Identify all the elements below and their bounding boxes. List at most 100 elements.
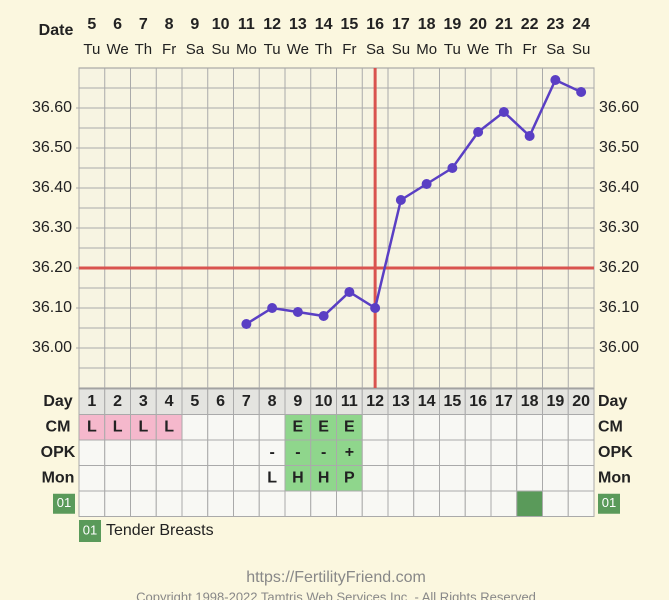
day-number: 12 [366,393,384,410]
table-cell [78,388,106,415]
day-number: 10 [315,393,333,410]
table-cell [567,388,595,415]
day-number: 13 [392,393,410,410]
mon-value: H [318,469,330,486]
date: 21 [495,16,513,33]
table-cell [181,439,209,466]
row-label: OPK [41,444,76,461]
cm-value: E [318,418,329,435]
temp-point [498,107,509,117]
weekday: Su [211,41,229,58]
temp-point [318,311,329,321]
table-cell [361,490,389,517]
table-cell [516,414,543,441]
table-cell [361,414,389,441]
table-cell [361,439,389,466]
date: 8 [165,16,174,33]
table-cell [413,414,440,441]
footer-url: https://FertilityFriend.com [246,569,426,586]
table-cell [233,388,260,415]
table-cell [207,465,234,492]
date: 7 [139,16,148,33]
table-cell [464,414,492,441]
day-number: 7 [242,393,251,410]
table-cell [104,490,131,517]
table-cell [361,465,389,492]
opk-value: - [269,444,274,461]
symptom-code-box [598,493,620,514]
table-cell [233,490,260,517]
temp-point [241,319,252,329]
date: 20 [469,16,487,33]
table-cell [516,439,543,466]
weekday: Mo [416,41,437,58]
date: 12 [263,16,281,33]
day-number: 1 [87,393,96,410]
opk-value: - [321,444,326,461]
y-tick-label: 36.10 [32,299,72,316]
weekday: We [107,41,129,58]
table-cell [439,414,466,441]
table-cell [542,465,569,492]
table-cell [490,465,518,492]
row-label-right: CM [598,418,623,435]
date: 22 [521,16,539,33]
symptom-code: 01 [57,495,71,510]
date: 23 [546,16,564,33]
table-cell [490,490,518,517]
cm-value: L [164,418,174,435]
date: 16 [366,16,384,33]
temp-point [447,163,458,173]
table-cell [233,465,260,492]
temp-point [550,75,561,85]
weekday: Mo [236,41,257,58]
weekday: Th [315,41,333,58]
cm-value: E [344,418,355,435]
cm-value: L [138,418,148,435]
table-cell [567,414,595,441]
weekday: Fr [523,41,537,58]
y-tick-label: 36.40 [32,179,72,196]
y-tick-label: 36.30 [32,219,72,236]
table-cell [387,465,415,492]
row-label-right: Mon [598,469,631,486]
table-cell [310,490,337,517]
y-tick-label-right: 36.10 [599,299,639,316]
date: 11 [238,16,255,33]
table-cell [516,465,543,492]
weekday: Tu [83,41,100,58]
day-number: 2 [113,393,122,410]
table-cell [567,465,595,492]
table-cell [155,439,183,466]
y-tick-label-right: 36.40 [599,179,639,196]
table-cell [181,465,209,492]
table-cell [516,490,543,517]
table-cell [258,414,286,441]
table-cell [413,439,440,466]
table-cell [130,490,157,517]
y-tick-label-right: 36.00 [599,339,639,356]
temp-point [344,287,355,297]
date: 14 [315,16,333,33]
symptom-code: 01 [602,495,616,510]
date: 5 [87,16,96,33]
weekday: Su [392,41,410,58]
table-cell [258,465,286,492]
table-cell [516,388,543,415]
weekday: Th [135,41,153,58]
date: 24 [572,16,590,33]
table-cell [387,414,415,441]
day-number: 19 [546,393,564,410]
table-cell [181,490,209,517]
table-cell [155,465,183,492]
table-cell [130,414,157,441]
weekday: Sa [546,41,565,58]
day-number: 18 [521,393,539,410]
table-cell [439,465,466,492]
legend-code: 01 [83,522,97,537]
row-label: CM [46,418,71,435]
table-cell [78,439,106,466]
y-tick-label: 36.60 [32,99,72,116]
date: 18 [418,16,436,33]
